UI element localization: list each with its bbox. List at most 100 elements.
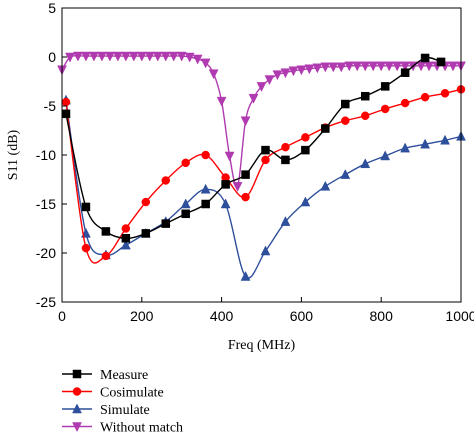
data-point-measure	[261, 145, 270, 155]
data-point-cosimulate	[101, 251, 111, 261]
data-point-without-match	[264, 75, 275, 86]
data-point-without-match	[376, 61, 387, 72]
data-point-cosimulate	[241, 192, 250, 202]
data-point-simulate	[360, 158, 371, 169]
data-point-cosimulate	[380, 104, 390, 114]
y-tick-label: 0	[48, 49, 56, 65]
data-point-cosimulate	[281, 142, 290, 152]
data-point-without-match	[120, 51, 131, 62]
data-point-cosimulate	[400, 98, 410, 108]
y-tick-label: -10	[36, 147, 56, 163]
data-point-without-match	[448, 61, 458, 72]
data-point-without-match	[144, 51, 155, 62]
data-point-simulate	[220, 198, 231, 209]
data-point-cosimulate	[341, 116, 350, 125]
data-point-without-match	[81, 51, 91, 62]
data-point-simulate	[420, 138, 430, 149]
data-point-measure	[400, 68, 410, 77]
data-point-simulate	[320, 180, 331, 191]
data-point-without-match	[73, 51, 83, 62]
data-point-without-match	[104, 51, 115, 62]
data-point-without-match	[296, 65, 307, 76]
data-point-measure	[321, 124, 330, 133]
data-point-measure	[101, 227, 111, 236]
series-cosimulate	[61, 85, 466, 264]
series-measure	[61, 53, 446, 243]
data-point-without-match	[224, 151, 235, 162]
data-point-simulate	[180, 198, 191, 209]
data-point-without-match	[216, 96, 227, 107]
data-point-without-match	[192, 54, 203, 65]
data-point-simulate	[300, 196, 311, 207]
data-point-without-match	[89, 51, 99, 62]
data-point-measure	[436, 57, 446, 67]
data-point-without-match	[96, 51, 107, 62]
legend-label: Without match	[100, 421, 183, 436]
data-point-simulate	[200, 183, 211, 194]
legend-label: Simulate	[100, 403, 150, 418]
data-point-simulate	[340, 169, 351, 179]
legend-item-measure: Measure	[62, 368, 148, 383]
y-tick-label: -5	[44, 98, 57, 114]
data-point-simulate	[240, 270, 251, 281]
data-point-without-match	[384, 61, 395, 72]
data-point-cosimulate	[440, 89, 450, 98]
data-point-cosimulate	[81, 243, 91, 253]
data-point-without-match	[65, 52, 75, 63]
data-point-without-match	[400, 61, 411, 72]
data-point-without-match	[128, 51, 139, 62]
data-point-without-match	[304, 64, 315, 75]
data-point-cosimulate	[141, 197, 151, 207]
legend: Measure Cosimulate Simulate Without match	[62, 368, 183, 436]
data-point-without-match	[232, 182, 243, 192]
data-point-measure	[181, 209, 190, 219]
legend-label: Cosimulate	[100, 386, 164, 401]
data-point-without-match	[176, 51, 187, 62]
data-point-without-match	[288, 66, 299, 77]
x-axis-title: Freq (MHz)	[228, 338, 296, 353]
data-point-without-match	[184, 52, 195, 63]
data-point-measure	[201, 199, 210, 209]
legend-item-cosimulate: Cosimulate	[62, 386, 164, 401]
data-point-without-match	[352, 61, 363, 72]
data-point-without-match	[344, 61, 355, 72]
legend-marker	[72, 422, 82, 433]
data-point-without-match	[280, 68, 291, 79]
data-point-cosimulate	[420, 92, 430, 102]
x-axis: 0 200 400 600 800 1000	[58, 297, 474, 324]
data-point-without-match	[368, 61, 379, 72]
data-point-simulate	[400, 142, 411, 153]
legend-marker	[72, 387, 82, 396]
legend-item-without-match: Without match	[62, 421, 183, 436]
data-point-without-match	[392, 61, 403, 72]
y-tick-label: 5	[48, 0, 56, 16]
y-tick-label: -25	[36, 294, 56, 310]
data-point-without-match	[360, 61, 371, 72]
data-point-without-match	[272, 70, 283, 81]
x-tick-label: 600	[290, 308, 314, 324]
y-tick-label: -20	[36, 245, 56, 261]
data-point-cosimulate	[121, 224, 131, 233]
y-tick-label: -15	[36, 196, 56, 212]
data-point-cosimulate	[301, 133, 310, 142]
legend-marker	[72, 369, 82, 379]
data-point-without-match	[256, 82, 267, 92]
data-point-without-match	[208, 69, 219, 80]
x-tick-label: 0	[58, 308, 66, 324]
data-point-measure	[241, 170, 250, 179]
data-point-simulate	[440, 134, 450, 145]
data-point-measure	[420, 53, 430, 63]
data-point-simulate	[120, 239, 131, 250]
data-point-without-match	[320, 62, 331, 73]
x-tick-label: 400	[210, 308, 234, 324]
data-point-measure	[61, 109, 71, 119]
data-point-measure	[360, 91, 370, 101]
x-tick-label: 800	[370, 308, 394, 324]
data-point-cosimulate	[161, 176, 170, 185]
data-point-without-match	[160, 51, 171, 62]
data-point-measure	[81, 202, 91, 212]
data-point-without-match	[200, 58, 211, 69]
legend-label: Measure	[100, 368, 148, 383]
data-point-measure	[121, 234, 131, 243]
